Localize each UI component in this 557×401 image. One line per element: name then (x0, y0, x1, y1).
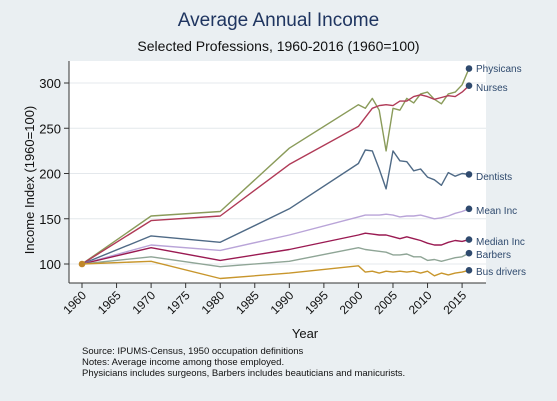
end-marker-barbers (465, 249, 473, 257)
x-tick-label: 2015 (440, 288, 469, 317)
series-label-physicans: Physicans (476, 64, 522, 75)
chart-subtitle: Selected Professions, 1960-2016 (1960=10… (137, 38, 420, 54)
series-label-barbers: Barbers (476, 250, 511, 261)
end-marker-physicans (465, 65, 473, 72)
end-marker-bus-drivers (465, 267, 473, 274)
x-tick-label: 1970 (129, 288, 158, 317)
end-marker-nurses (465, 82, 473, 90)
series-label-dentists: Dentists (476, 172, 512, 183)
y-axis-label: Income Index (1960=100) (22, 106, 37, 255)
series-label-bus-drivers: Bus drivers (476, 267, 526, 278)
x-tick-label: 1980 (199, 288, 228, 317)
definitions-note: Physicians includes surgeons, Barbers in… (82, 368, 406, 379)
end-marker-mean-inc (465, 205, 473, 213)
source-note: Source: IPUMS-Census, 1950 occupation de… (82, 346, 304, 357)
x-tick-label: 1990 (268, 288, 297, 317)
x-tick-label: 2000 (337, 288, 366, 317)
series-line-barbers (81, 246, 470, 268)
series-line-nurses (81, 85, 470, 265)
chart-notes: Source: IPUMS-Census, 1950 occupation de… (82, 346, 405, 379)
chart-title: Average Annual Income (177, 10, 380, 31)
y-tick-label: 150 (39, 212, 61, 227)
x-tick-label: 1965 (95, 288, 124, 317)
x-tick-label: 1985 (233, 288, 262, 317)
y-tick-label: 100 (39, 257, 61, 272)
series-line-dentists (81, 149, 470, 265)
x-tick-label: 1995 (302, 288, 331, 317)
y-tick-label: 300 (39, 76, 61, 91)
average-note: Notes: Average income among those employ… (82, 357, 285, 368)
series-line-bus-drivers (81, 260, 470, 280)
series-line-physicans (81, 68, 470, 265)
series-line-median-inc (81, 232, 470, 265)
end-marker-dentists (465, 171, 473, 178)
start-marker (78, 260, 86, 268)
end-marker-median-inc (465, 236, 473, 243)
x-tick-label: 1975 (164, 288, 193, 317)
plot-area (69, 61, 486, 283)
series-label-mean-inc: Mean Inc (476, 206, 517, 217)
series-label-nurses: Nurses (476, 83, 508, 94)
x-axis-label: Year (292, 326, 319, 341)
series-line-mean-inc (81, 208, 470, 265)
series-label-median-inc: Median Inc (476, 237, 525, 248)
y-tick-label: 250 (39, 121, 61, 136)
x-tick-label: 2010 (406, 288, 435, 317)
x-tick-label: 1960 (60, 288, 89, 317)
y-tick-label: 200 (39, 167, 61, 182)
x-tick-label: 2005 (371, 288, 400, 317)
